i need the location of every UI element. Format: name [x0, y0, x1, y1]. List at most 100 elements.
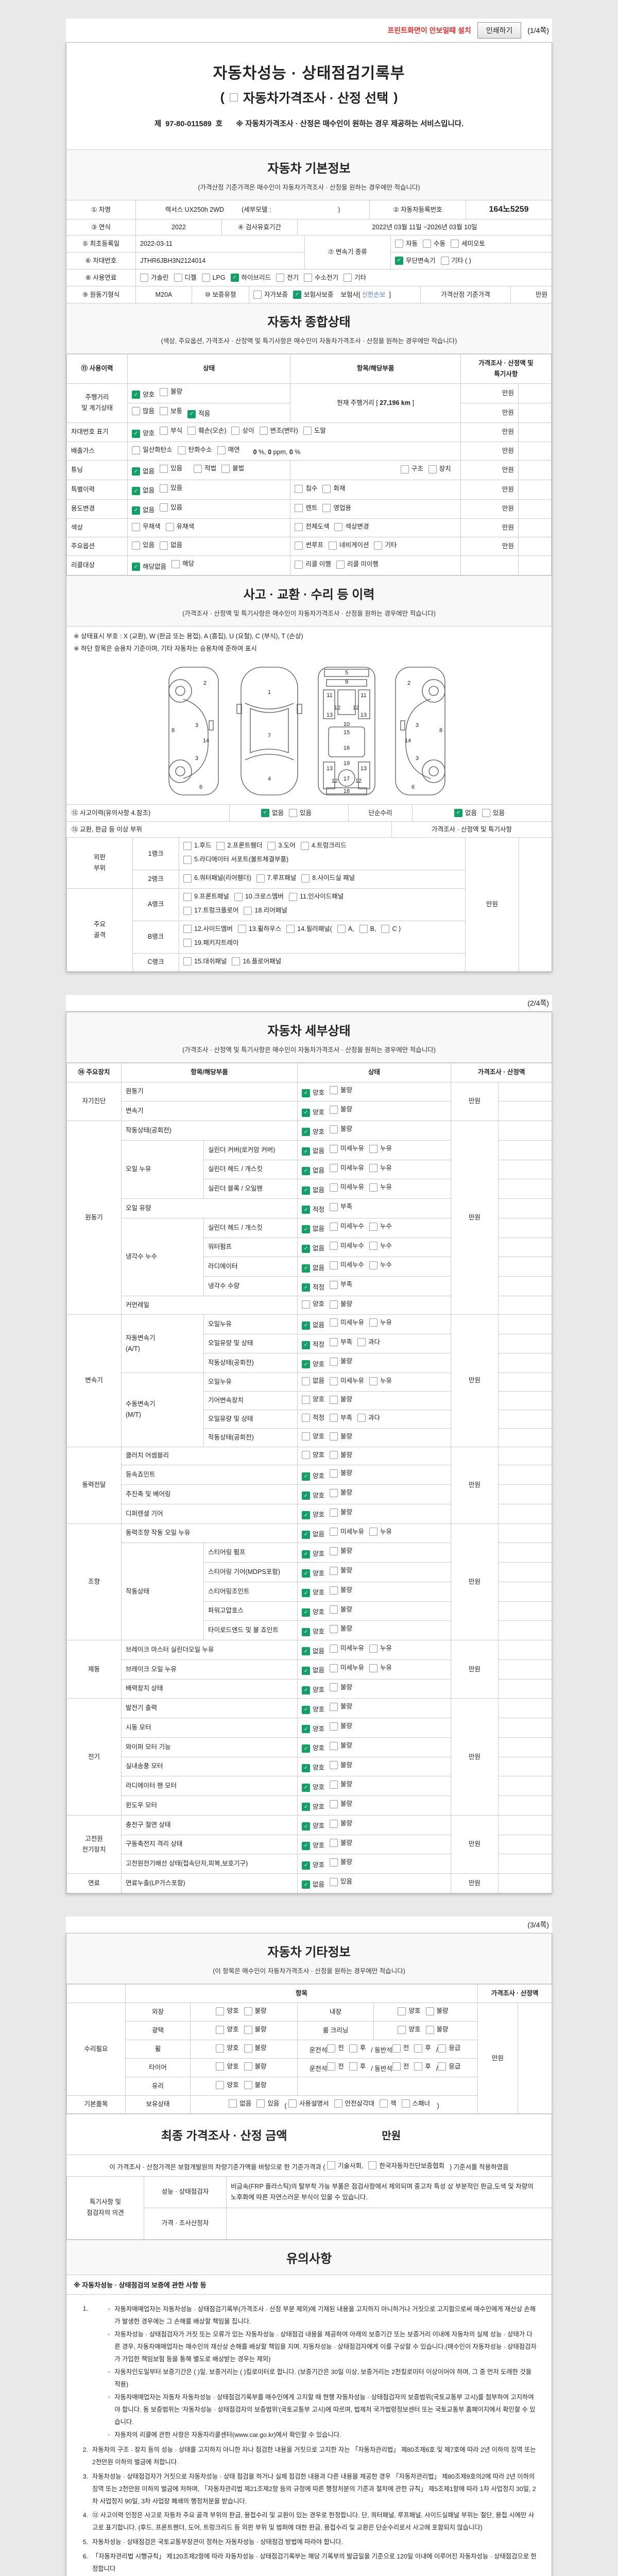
table-cell: ✓ 양호 불량 — [297, 1679, 452, 1699]
checkbox-box — [244, 2081, 252, 2090]
svg-text:11: 11 — [327, 692, 332, 699]
checkbox-13.휠하우스: 13.휠하우스 — [237, 924, 281, 935]
table-cell — [498, 1873, 553, 1893]
checkbox-box — [322, 484, 331, 493]
table-cell: 작동상태(공회전) — [203, 1353, 298, 1374]
table-row: 자기진단 원동기 ✓ 양호 불량 만원 — [66, 1081, 553, 1122]
checkbox-box: ✓ — [302, 1492, 311, 1500]
checkbox-양호: ✓ 양호 — [302, 1704, 324, 1715]
svg-text:12: 12 — [332, 778, 338, 784]
checkbox-렌트: 렌트 — [295, 503, 317, 514]
checkbox-리콜 이행: 리콜 이행 — [295, 559, 331, 570]
table-row: ⑭ 주요장치 항목/해당부품 상태 가격조사 · 산정액 — [66, 1063, 553, 1082]
checkbox-box — [231, 427, 240, 435]
table-row: 차대번호 표기 ✓ 양호 부식 훼손(오손) 상이 변조(변타) 도말 만원 — [66, 422, 552, 443]
checkbox-box — [400, 465, 409, 473]
table-cell — [498, 1718, 553, 1738]
simple-repair-label: 단순수리 — [349, 805, 413, 822]
table-cell: 오일누유 — [203, 1372, 298, 1392]
table-cell: 보유상태 — [125, 2095, 191, 2114]
checkbox-미세누유: 미세누유 — [330, 1527, 364, 1537]
checkbox-양호: ✓ 양호 — [302, 1359, 324, 1370]
table-cell — [518, 422, 552, 443]
table-cell: 성능 · 상태점검자 — [144, 2176, 227, 2208]
checkbox-box — [183, 892, 192, 901]
checkbox-box: ✓ — [454, 809, 462, 818]
checkbox-box — [216, 2081, 225, 2090]
table-cell: 구동축전지 격리 상태 — [121, 1834, 298, 1855]
svg-text:3: 3 — [195, 722, 198, 728]
table-cell: 냉각수 수량 — [203, 1276, 298, 1296]
table-cell — [498, 1776, 553, 1797]
table-cell: ✓ 양호 불량 — [297, 1465, 452, 1485]
table-cell: 만원 — [477, 2003, 519, 2114]
table-cell: ✓ 없음 미세누유 누유 — [297, 1314, 452, 1334]
table-cell: ✓ 양호 불량 — [297, 1503, 452, 1524]
doc-number: 제 97-80-011589 호 — [154, 120, 223, 128]
checkbox-box — [330, 1722, 338, 1731]
table-cell: ✓ 없음 미세누유 누유 — [297, 1140, 452, 1160]
table-cell: 만원 — [460, 402, 519, 423]
checkbox-없음: ✓ 없음 — [302, 1879, 324, 1890]
table-cell: 외장 — [125, 2003, 191, 2022]
notice-item: 4. ⑫ 사고이력 인정은 사고로 자동차 주요 골격 부위의 판금, 용접수리 … — [80, 2510, 538, 2534]
checkbox-기술사회,: 기술사회, — [327, 2160, 363, 2170]
checkbox-누유: 누유 — [369, 1317, 392, 1328]
table-cell: B랭크 — [132, 920, 179, 954]
section-subtitle: (색상, 주요옵션, 가격조사 · 산정액 및 특기사항은 매수인이 자동차가격… — [161, 337, 457, 345]
table-cell: 만원 — [460, 422, 519, 443]
checkbox-box — [304, 273, 313, 282]
checkbox-box — [267, 842, 276, 851]
checkbox-양호: 양호 — [302, 1299, 324, 1310]
section-basic-info: 자동차 기본정보 (가격산정 기준가격은 매수인이 자동차가격조사 · 산정을 … — [66, 149, 552, 200]
checkbox-누유: 누유 — [369, 1527, 392, 1537]
section-title: 자동차 세부상태 — [267, 1024, 351, 1039]
table-row: 특기사항 및 점검자의 의견 성능 · 상태점검자 비금속(FRP 플라스틱)의 탈부… — [66, 2176, 552, 2240]
table-row: 워터펌프 ✓ 없음 미세누수 누수 — [67, 1237, 553, 1258]
checkbox-box — [327, 2044, 336, 2053]
checkbox-8.사이드실 패널: 8.사이드실 패널 — [301, 873, 355, 884]
svg-text:4: 4 — [268, 776, 271, 782]
table-cell: ✓ 양호 불량 — [297, 1484, 452, 1504]
notice-item: 3. 자동차성능 · 상태점검자가 거짓으로 자동차성능 · 상태 점검을 하거나… — [80, 2471, 538, 2508]
table-cell: 오일유량 및 상태 — [203, 1409, 298, 1429]
svg-text:10: 10 — [344, 721, 350, 727]
print-button[interactable]: 인쇄하기 — [477, 22, 522, 39]
section-summary: 자동차 종합상태 (색상, 주요옵션, 가격조사 · 산정액 및 특기사항은 매… — [66, 302, 552, 354]
checkbox-box: ✓ — [302, 1667, 311, 1675]
table-cell: 유리 — [125, 2076, 191, 2096]
table-row: 스티어링조인트 ✓ 양호 불량 — [67, 1581, 553, 1602]
status-code-note: ※ 상태표시 부호 : X (교환), W (판금 또는 용접), A (흠집)… — [74, 632, 303, 640]
checkbox-box — [392, 2062, 401, 2071]
checkbox-양호: ✓ 양호 — [302, 1782, 324, 1793]
checkbox-box — [330, 1395, 338, 1404]
table-cell: 만원 — [460, 518, 519, 538]
opinion-table: 특기사항 및 점검자의 의견 성능 · 상태점검자 비금속(FRP 플라스틱)의 탈부… — [66, 2176, 552, 2240]
checkbox-box — [330, 1318, 338, 1327]
checkbox-box — [244, 2044, 252, 2053]
checkbox-box — [229, 2099, 237, 2108]
install-print-link[interactable]: 프린트화면이 안보일때 설치 — [387, 26, 471, 35]
svg-text:2: 2 — [407, 680, 410, 686]
table-cell: ⑭ 주요장치 — [66, 1063, 122, 1082]
field-value-carname: 렉서스 UX250h 2WD (세부모델 :) — [136, 200, 370, 219]
checkbox-box — [302, 1451, 311, 1460]
checkbox-box — [302, 1395, 311, 1404]
checkbox-불량: 불량 — [330, 1818, 352, 1829]
checkbox-불량: 불량 — [330, 1682, 352, 1693]
checkbox-양호: ✓ 양호 — [132, 389, 154, 400]
checkbox-적법: 적법 — [194, 463, 216, 474]
table-cell: 제동 — [66, 1640, 122, 1699]
checkbox-양호: 양호 — [216, 2024, 239, 2035]
checkbox-수소전기: 수소전기 — [304, 273, 338, 283]
checkbox-누수: 누수 — [369, 1260, 392, 1270]
checkbox-box — [330, 1488, 338, 1497]
table-row: 동력전달 클러치 어셈블리 양호 불량 만원 — [66, 1446, 553, 1524]
warranty-options: 자가보증 ✓ 보험사보증 보험사[신한손보] — [249, 286, 421, 303]
checkbox-유채색: 유채색 — [165, 521, 194, 532]
checkbox-box: ✓ — [302, 1321, 311, 1330]
checkbox-불량: 불량 — [330, 1507, 352, 1518]
checkbox-탄화수소: 탄화수소 — [177, 445, 212, 455]
table-cell — [498, 1333, 553, 1354]
table-cell: 만원 — [451, 1314, 499, 1447]
